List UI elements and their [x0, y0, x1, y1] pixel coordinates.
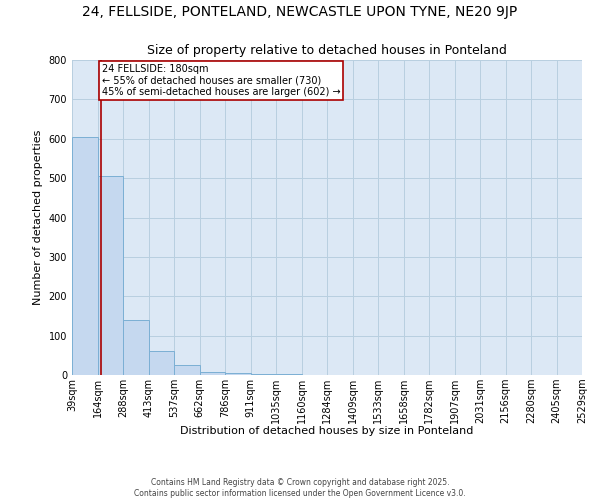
Y-axis label: Number of detached properties: Number of detached properties [33, 130, 43, 305]
Text: Contains HM Land Registry data © Crown copyright and database right 2025.
Contai: Contains HM Land Registry data © Crown c… [134, 478, 466, 498]
Title: Size of property relative to detached houses in Ponteland: Size of property relative to detached ho… [147, 44, 507, 58]
Bar [276, 374, 302, 375]
Bar [200, 372, 225, 375]
X-axis label: Distribution of detached houses by size in Ponteland: Distribution of detached houses by size … [181, 426, 473, 436]
Bar [225, 373, 251, 375]
Text: 24 FELLSIDE: 180sqm
← 55% of detached houses are smaller (730)
45% of semi-detac: 24 FELLSIDE: 180sqm ← 55% of detached ho… [102, 64, 341, 97]
Bar [98, 176, 123, 375]
Bar [149, 352, 174, 375]
Bar [251, 374, 276, 375]
Bar [72, 137, 97, 375]
Text: 24, FELLSIDE, PONTELAND, NEWCASTLE UPON TYNE, NE20 9JP: 24, FELLSIDE, PONTELAND, NEWCASTLE UPON … [82, 5, 518, 19]
Bar [174, 365, 200, 375]
Bar [123, 320, 149, 375]
